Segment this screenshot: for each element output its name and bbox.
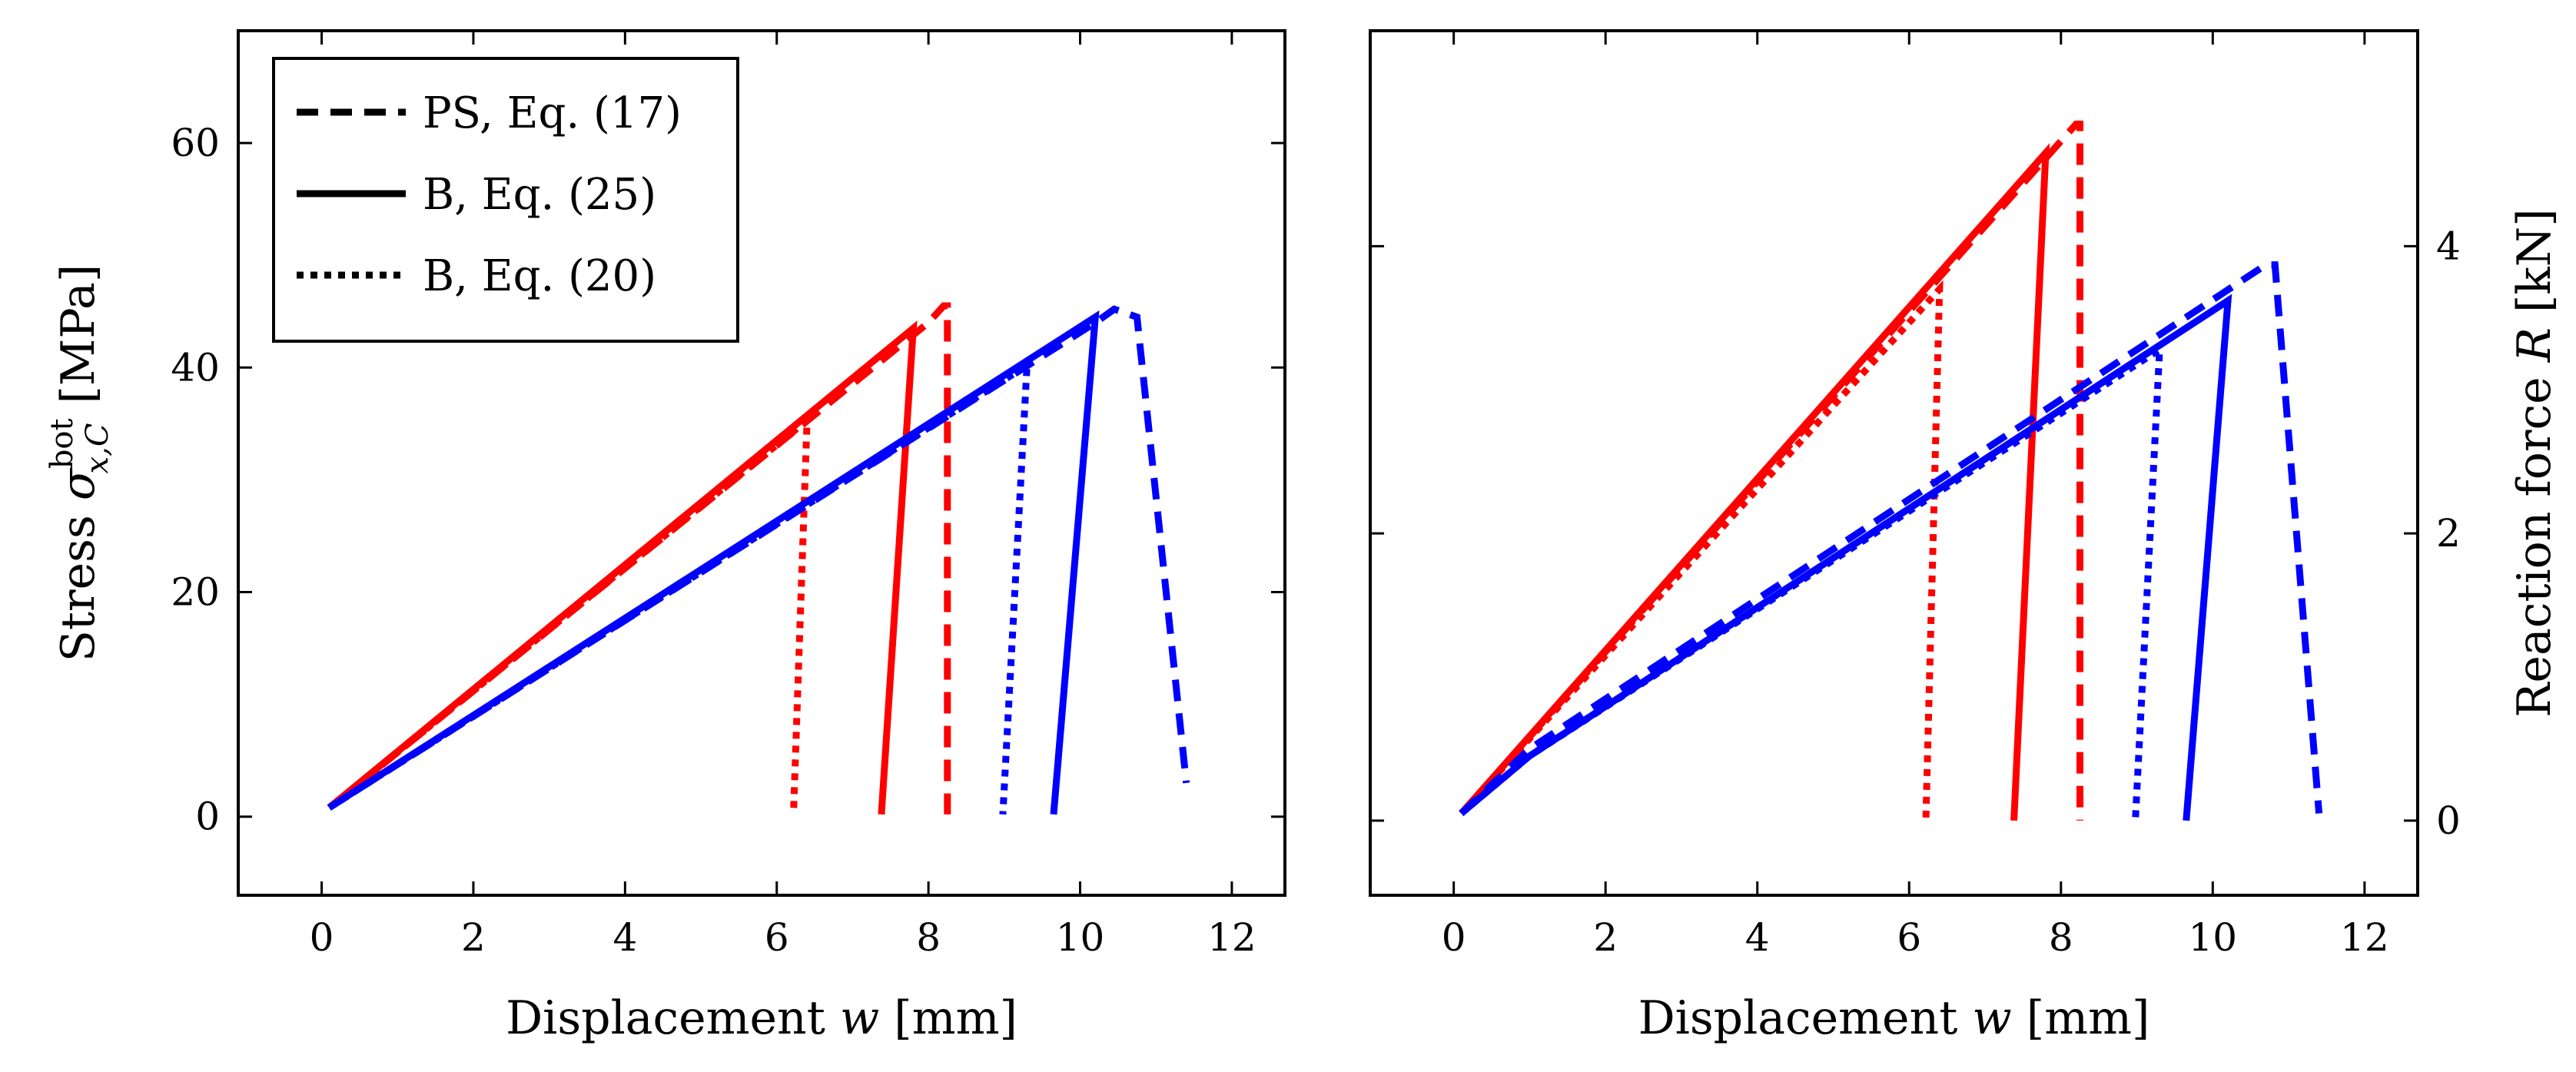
- left-chart-panel: 0 2 4 6 8 10 12 0 20 40 60 Displacement w [mm] Stres…: [45, 29, 1286, 1045]
- series-line-dotted-red: [327, 413, 812, 815]
- y-axis-label: Stress σbotx,C [MPa]: [45, 264, 115, 662]
- series-line-solid-red: [1459, 143, 2050, 821]
- y-tick-label: 20: [171, 570, 220, 615]
- y-axis-label-superscript: bot: [45, 418, 80, 469]
- series-line-dotted-red: [1459, 280, 1944, 821]
- x-tick-label: 2: [1593, 915, 1618, 960]
- x-tick-label: 2: [461, 915, 486, 960]
- y-tick-label: 0: [2436, 798, 2461, 843]
- x-tick-label: 4: [1745, 915, 1770, 960]
- legend: PS, Eq. (17) B, Eq. (25) B, Eq. (20): [272, 57, 739, 343]
- series-line-dashed-red: [327, 302, 951, 815]
- x-tick-label: 12: [1207, 915, 1256, 960]
- x-tick-label: 6: [1897, 915, 1921, 960]
- legend-box: [272, 57, 739, 343]
- x-axis-label-unit: [mm]: [2012, 991, 2150, 1045]
- y-axis-label-prefix: Reaction force: [2508, 362, 2561, 717]
- x-tick-label: 4: [612, 915, 637, 960]
- y-tick-label: 2: [2436, 511, 2461, 556]
- y-tick-label: 0: [195, 795, 220, 839]
- x-tick-label: 12: [2340, 915, 2389, 960]
- y-axis-label-symbol: R: [2508, 327, 2561, 363]
- y-tick-label: 4: [2436, 224, 2461, 268]
- legend-label: PS, Eq. (17): [423, 88, 682, 138]
- plot-frame: [1369, 29, 2419, 897]
- x-axis-label-symbol: w: [840, 991, 879, 1045]
- x-tick-label: 0: [1442, 915, 1466, 960]
- y-axis-label-prefix: Stress: [51, 500, 105, 662]
- y-axis-label: Reaction force R [kN]: [2508, 208, 2561, 717]
- legend-label: B, Eq. (20): [423, 251, 656, 301]
- x-axis-label: Displacement w [mm]: [506, 991, 1017, 1045]
- y-axis-label-unit: [kN]: [2508, 208, 2561, 327]
- y-tick-label: 40: [171, 345, 220, 390]
- series-line-dashed-red: [1459, 121, 2083, 821]
- series-line-dashed-blue: [327, 305, 1190, 811]
- x-tick-label: 10: [2189, 915, 2238, 960]
- y-axis-label-subscript: x,C: [80, 423, 115, 474]
- y-axis-label-unit: [MPa]: [51, 264, 105, 419]
- x-tick-label: 8: [916, 915, 941, 960]
- x-axis-label-prefix: Displacement: [1638, 991, 1973, 1045]
- series-line-dotted-blue: [1459, 343, 2164, 821]
- x-axis-label-prefix: Displacement: [506, 991, 840, 1045]
- right-chart-panel: 0 2 4 6 8 10 12 0 2 4 Displacement w [mm] Reaction …: [1369, 29, 2561, 1045]
- series-line-dashed-blue: [1459, 261, 2323, 816]
- x-tick-label: 8: [2049, 915, 2073, 960]
- plot-frame: [237, 29, 1286, 897]
- series-line-dotted-blue: [327, 358, 1031, 815]
- x-tick-label: 6: [765, 915, 789, 960]
- x-axis-label-symbol: w: [1972, 991, 2011, 1045]
- x-tick-label: 10: [1056, 915, 1105, 960]
- x-tick-label: 0: [310, 915, 334, 960]
- x-axis-label-unit: [mm]: [879, 991, 1017, 1045]
- legend-label: B, Eq. (25): [423, 170, 656, 220]
- y-axis-label-symbol: σ: [51, 467, 105, 500]
- x-axis-label: Displacement w [mm]: [1638, 991, 2150, 1045]
- y-tick-label: 60: [171, 121, 220, 165]
- series-line-solid-blue: [327, 310, 1100, 815]
